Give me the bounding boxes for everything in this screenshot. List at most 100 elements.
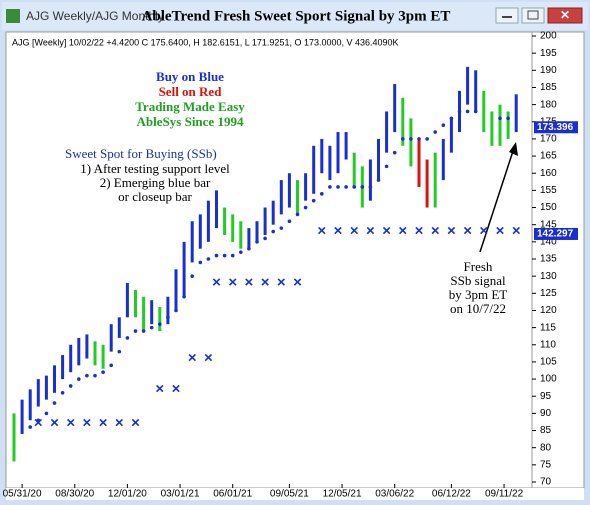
close-button[interactable] [547,7,583,24]
x-tick-label: 09/05/21 [270,489,309,500]
resistance-x: × [66,415,75,432]
support-dot [360,185,365,189]
support-dot [457,109,462,114]
ssb-note: or closeup bar [118,189,192,204]
resistance-x: × [188,349,197,366]
y-tick-label: 75 [540,459,552,470]
support-dot [303,205,308,210]
support-dot [506,116,510,121]
price-bar [198,214,202,249]
price-bar [312,145,316,194]
y-tick-label: 135 [540,254,557,265]
app-icon [6,9,20,23]
support-dot [28,425,32,429]
support-dot [255,240,259,244]
legend-note: Sell on Red [159,84,223,99]
support-dot [182,294,186,299]
resistance-x: × [431,223,440,240]
support-dot [93,373,97,378]
support-dot [206,257,211,261]
y-tick-label: 145 [540,219,557,230]
resistance-x: × [155,380,164,397]
y-tick-label: 185 [540,82,557,93]
price-bar [352,152,356,187]
support-dot [190,274,194,278]
support-dot [85,373,89,378]
price-bar [166,296,170,325]
resistance-x: × [50,415,59,432]
price-bar [53,365,56,393]
support-dot [311,198,316,203]
support-dot [271,229,276,234]
price-bar [385,111,389,153]
price-bar [109,324,113,352]
y-tick-label: 150 [540,202,557,213]
support-dot [141,329,146,333]
support-dot [133,329,138,333]
price-bar [279,180,283,215]
resistance-x: × [204,349,213,366]
price-bar [449,118,453,153]
support-dot [174,308,178,313]
support-dot [368,185,373,189]
support-dot [239,250,243,254]
support-dot [473,109,478,114]
minimize-button[interactable] [495,7,519,24]
support-dot [465,109,470,114]
y-tick-label: 115 [540,322,556,333]
y-tick-label: 80 [540,442,552,453]
resistance-x: × [317,223,326,240]
y-tick-label: 170 [540,134,557,145]
legend-note: AbleSys Since 1994 [137,114,244,129]
y-tick-label: 140 [540,236,557,247]
y-tick-label: 165 [540,151,557,162]
price-bar [425,159,429,208]
ssb-note: Sweet Spot for Buying (SSb) [65,146,217,161]
price-bar [409,118,413,167]
price-axis [531,31,585,489]
price-bar [28,389,32,421]
ssb-note: 2) Emerging blue bar [100,175,211,190]
x-tick-label: 12/01/20 [108,489,147,500]
support-dot [352,185,357,189]
time-axis [6,488,584,500]
price-bar [320,138,324,174]
price-bar [263,207,267,235]
price-bar [190,221,194,263]
price-tag [534,227,578,240]
support-dot [409,137,413,141]
x-tick-label: 03/01/21 [161,489,200,500]
price-bar [182,241,186,297]
support-dot [328,185,332,189]
support-dot [417,137,421,141]
resistance-x: × [212,274,221,291]
price-bar [328,145,332,181]
price-bar [125,283,129,318]
support-dot [425,137,429,141]
price-bar [506,111,510,139]
price-bar [101,344,105,369]
price-bar [514,94,518,133]
resistance-x: × [99,415,108,432]
price-bar [344,132,348,160]
price-bar [215,190,218,229]
resistance-x: × [277,274,286,291]
x-tick-label: 08/30/20 [55,489,94,500]
plot-area [5,31,533,489]
support-dot [401,137,405,141]
legend-note: Buy on Blue [156,69,224,84]
price-bar [377,138,380,181]
price-bar [134,289,137,318]
support-dot [263,236,267,241]
y-tick-label: 200 [540,31,557,42]
resistance-x: × [131,415,140,432]
price-bar [206,200,210,242]
support-dot [295,212,300,217]
resistance-x: × [115,415,124,432]
maximize-button[interactable] [521,7,545,24]
price-bar [174,269,178,311]
price-bar [12,413,16,462]
support-dot [498,116,502,121]
price-bar [77,337,81,366]
resistance-x: × [512,223,521,240]
